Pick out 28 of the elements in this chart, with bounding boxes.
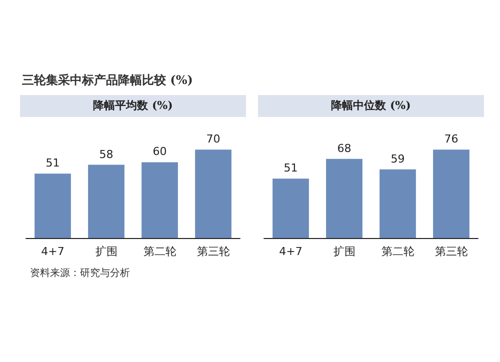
chart-title: 降幅中位数 (%) <box>258 95 484 117</box>
x-tick-label: 第二轮 <box>143 245 176 258</box>
data-label: 58 <box>99 148 114 161</box>
bar <box>142 162 178 238</box>
text: 资料来源：研究与分析 <box>30 266 130 280</box>
x-tick-label: 第二轮 <box>381 245 414 258</box>
x-tick-label: 4+7 <box>41 245 64 258</box>
data-label: 70 <box>206 132 220 146</box>
bar <box>433 150 470 238</box>
data-label: 76 <box>444 132 458 146</box>
x-tick-label: 4+7 <box>279 245 302 258</box>
data-label: 51 <box>46 156 60 170</box>
data-label: 68 <box>337 142 352 155</box>
x-tick-label: 第三轮 <box>434 245 468 258</box>
bar <box>195 150 232 238</box>
data-label: 59 <box>390 152 405 166</box>
x-tick-label: 第三轮 <box>196 245 230 258</box>
x-tick-label: 扩围 <box>95 245 118 258</box>
bar <box>380 169 416 238</box>
bar <box>88 164 124 238</box>
data-label: 51 <box>284 162 298 175</box>
bar <box>326 158 362 238</box>
x-tick-label: 扩围 <box>333 245 356 258</box>
text: 三轮集采中标产品降幅比较 (%) <box>22 72 193 89</box>
chart-title: 降幅平均数 (%) <box>20 95 246 117</box>
bar <box>34 174 71 238</box>
bar <box>272 178 309 238</box>
data-label: 60 <box>152 145 167 158</box>
